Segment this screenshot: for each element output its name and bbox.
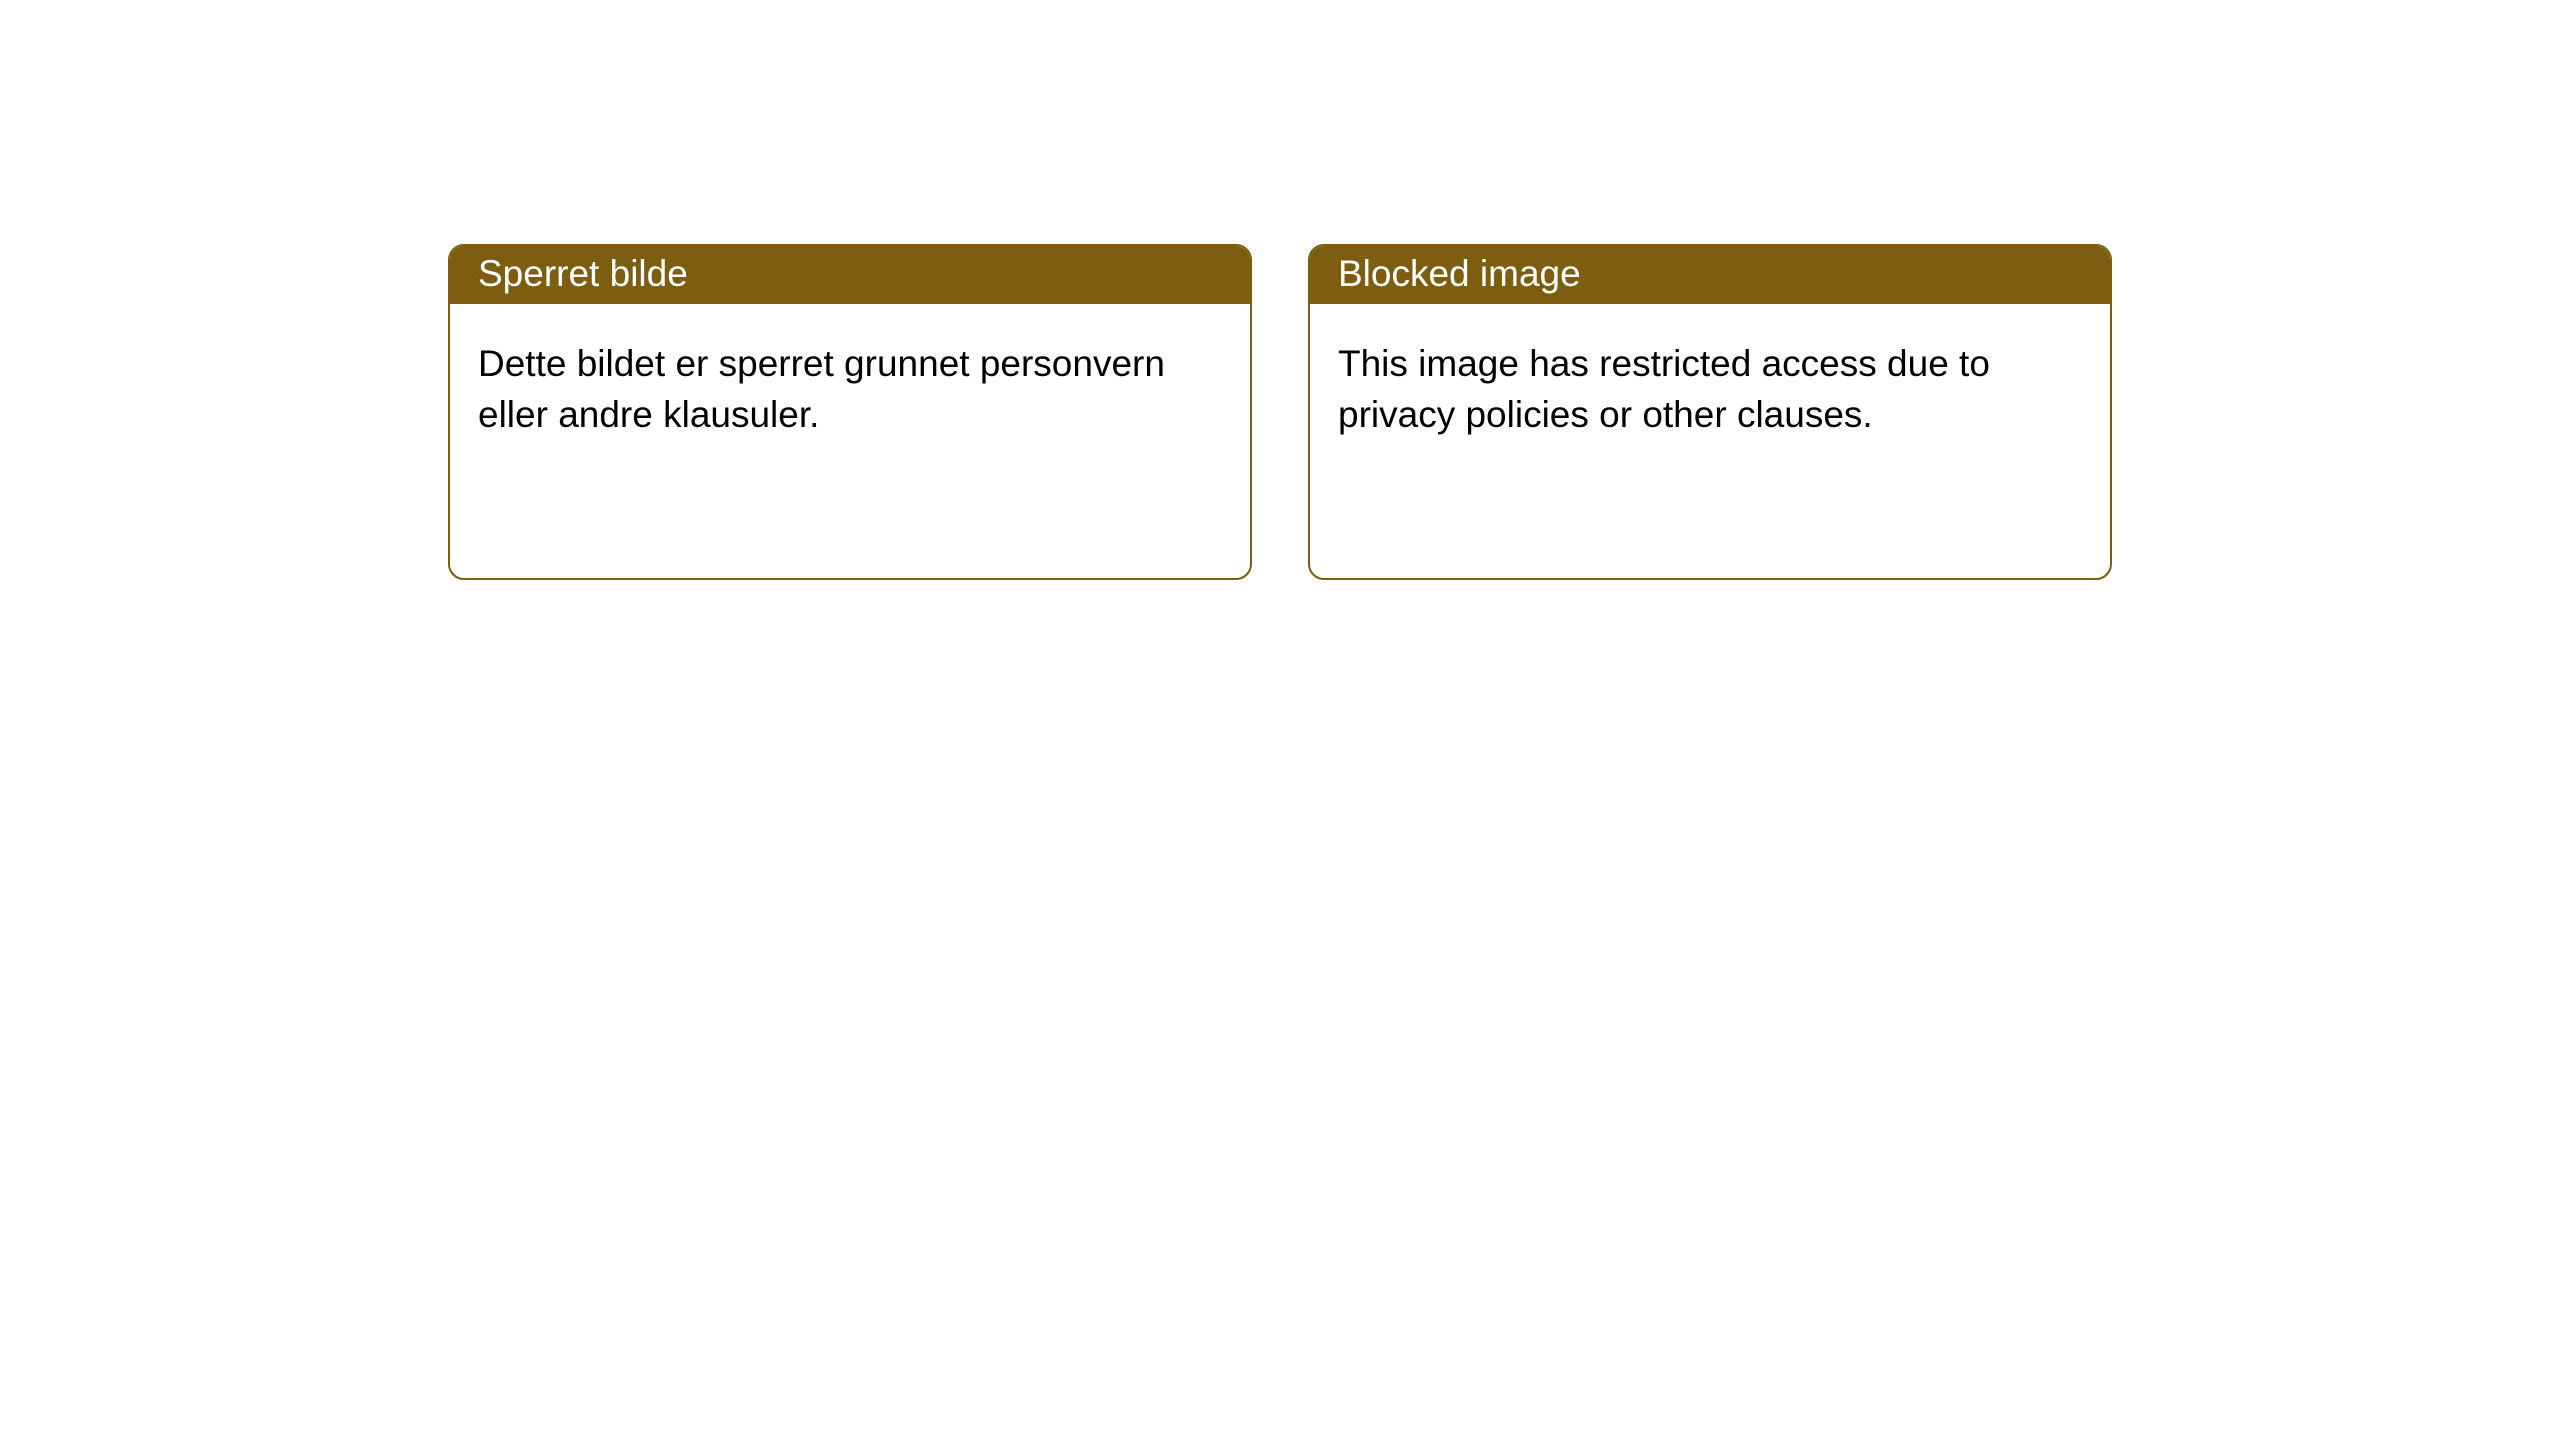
notice-title-norwegian: Sperret bilde xyxy=(478,253,688,295)
notice-header-norwegian: Sperret bilde xyxy=(450,246,1250,304)
notice-box-norwegian: Sperret bilde Dette bildet er sperret gr… xyxy=(448,244,1252,580)
notice-body-norwegian: Dette bildet er sperret grunnet personve… xyxy=(450,304,1250,474)
notice-header-english: Blocked image xyxy=(1310,246,2110,304)
notice-container: Sperret bilde Dette bildet er sperret gr… xyxy=(0,0,2560,580)
notice-box-english: Blocked image This image has restricted … xyxy=(1308,244,2112,580)
notice-body-english: This image has restricted access due to … xyxy=(1310,304,2110,474)
notice-title-english: Blocked image xyxy=(1338,253,1581,295)
notice-text-norwegian: Dette bildet er sperret grunnet personve… xyxy=(478,343,1165,435)
notice-text-english: This image has restricted access due to … xyxy=(1338,343,1990,435)
